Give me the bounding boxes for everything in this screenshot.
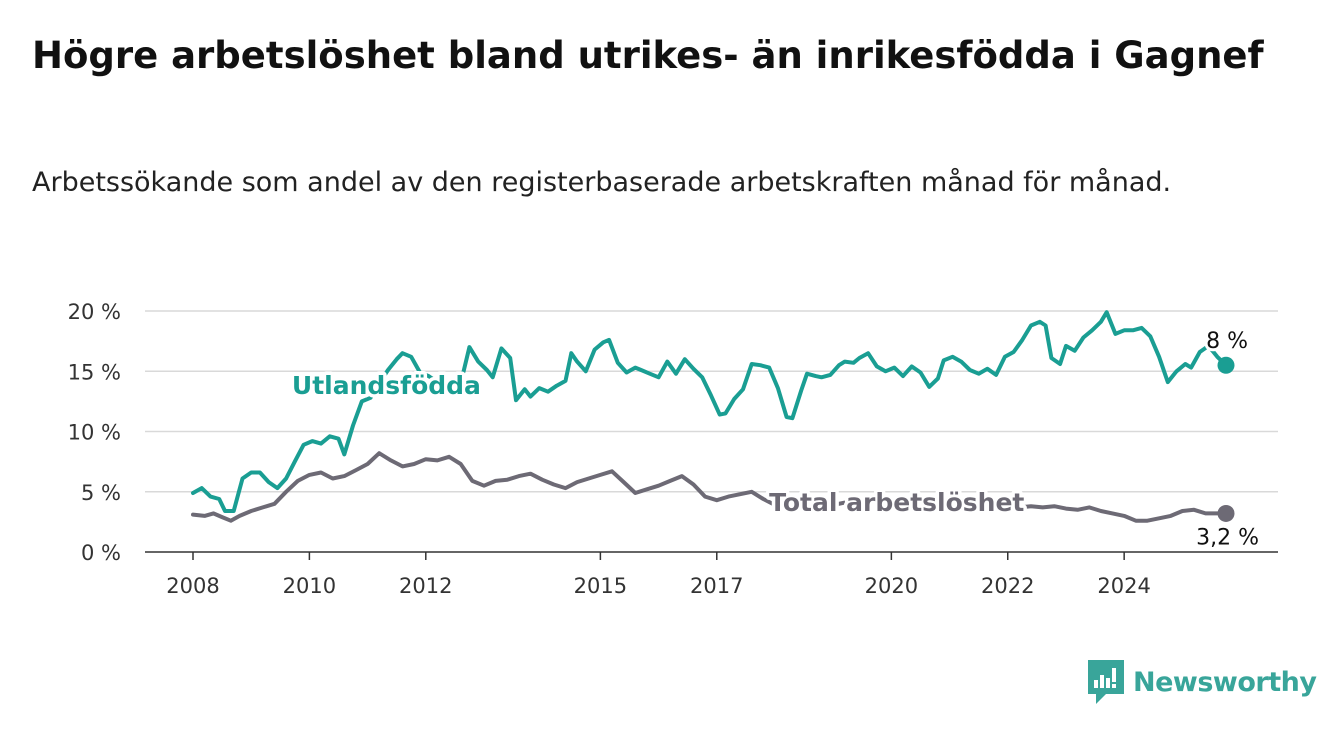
x-tick-label: 2008 — [166, 574, 219, 598]
y-tick-label: 10 % — [68, 421, 121, 445]
page-subtitle: Arbetssökande som andel av den registerb… — [32, 167, 1172, 198]
brand-name: Newsworthy — [1133, 666, 1317, 698]
brand: Newsworthy — [1088, 660, 1317, 704]
series-label: Total arbetslöshet — [769, 488, 1024, 517]
y-tick-label: 5 % — [81, 481, 121, 505]
series-end-point — [1217, 356, 1235, 374]
series-line — [191, 310, 1228, 513]
x-tick-label: 2024 — [1097, 574, 1150, 598]
newsworthy-logo-icon — [1088, 660, 1124, 704]
series-end-point — [1217, 504, 1235, 522]
y-tick-label: 15 % — [68, 360, 121, 384]
x-tick-label: 2015 — [574, 574, 627, 598]
page-title: Högre arbetslöshet bland utrikes- än inr… — [32, 34, 1264, 77]
x-tick-label: 2012 — [399, 574, 452, 598]
series-line — [191, 451, 1228, 523]
x-axis: 2008 2010 2012 2015 2017 2020 2022 2024 — [145, 551, 1278, 598]
series-end-label: 8 % — [1206, 329, 1248, 354]
series-label: Utlandsfödda — [292, 371, 481, 400]
gridlines — [145, 310, 1278, 493]
x-tick-label: 2017 — [690, 574, 743, 598]
series — [191, 310, 1235, 523]
y-axis: 0 % 5 % 10 % 15 % 20 % — [68, 300, 121, 565]
series-labels: Utlandsfödda 8 % Total arbetslöshet 3,2 % — [288, 326, 1262, 553]
y-tick-label: 0 % — [81, 541, 121, 565]
series-end-label: 3,2 % — [1196, 525, 1259, 550]
x-tick-label: 2010 — [283, 574, 336, 598]
y-tick-label: 20 % — [68, 300, 121, 324]
x-tick-label: 2022 — [981, 574, 1034, 598]
x-tick-label: 2020 — [865, 574, 918, 598]
